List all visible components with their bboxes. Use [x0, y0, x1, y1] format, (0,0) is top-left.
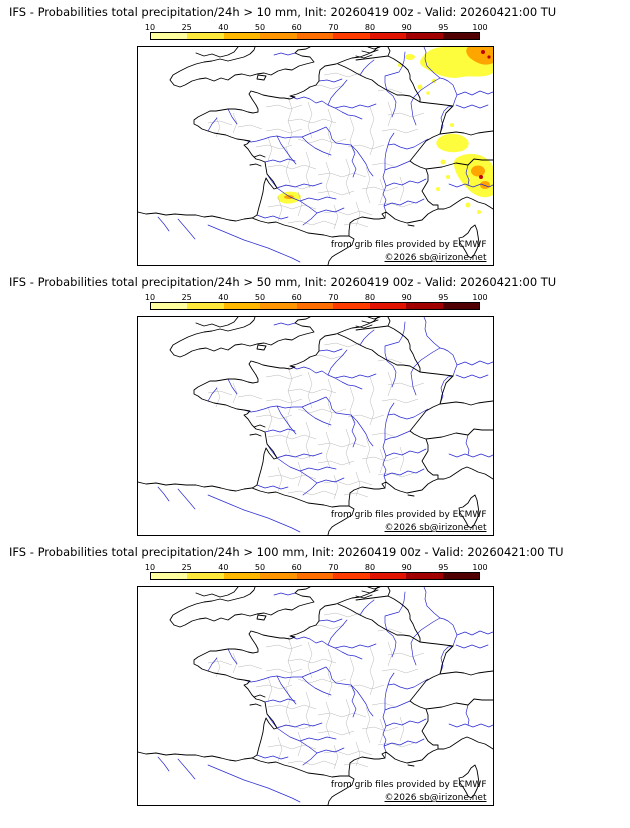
scale-bar-segment	[333, 303, 370, 309]
scale-bar-segment	[187, 33, 224, 39]
scale-tick-label: 80	[364, 563, 376, 572]
scale-tick-label: 95	[438, 563, 449, 572]
scale-bar-segment	[369, 303, 407, 309]
scale-bar-segment	[223, 33, 261, 39]
scale-bar-segment	[369, 33, 407, 39]
scale-bar	[150, 32, 480, 40]
panel-precip-gt-50mm: IFS - Probabilities total precipitation/…	[0, 275, 630, 536]
map-credit-source: from grib files provided by ECMWF	[330, 780, 487, 790]
scale-tick-label: 10	[144, 563, 156, 572]
map-svg	[137, 47, 493, 265]
map-credit-copyright: ©2026 sb@irizone.net	[384, 523, 487, 533]
scale-tick-label: 50	[254, 23, 266, 32]
map-france: from grib files provided by ECMWF ©2026 …	[136, 316, 494, 536]
scale-bar-segment	[260, 573, 297, 579]
scale-ticks: 10 25 40 50 60 70 80 90 95 100	[145, 291, 488, 302]
scale-bar-segment	[369, 573, 407, 579]
scale-bar-segment	[151, 573, 188, 579]
scale-bar-segment	[223, 303, 261, 309]
panel-precip-gt-100mm: IFS - Probabilities total precipitation/…	[0, 545, 630, 806]
scale-tick-label: 70	[328, 293, 339, 302]
scale-tick-label: 40	[218, 23, 229, 32]
scale-tick-label: 50	[254, 563, 266, 572]
scale-bar-segment	[151, 303, 188, 309]
scale-bar-segment	[442, 33, 479, 39]
scale-tick-label: 100	[472, 23, 488, 32]
scale-bar-segment	[333, 573, 370, 579]
scale-bar	[150, 572, 480, 580]
panel-title: IFS - Probabilities total precipitation/…	[9, 275, 557, 289]
scale-bar-segment	[223, 573, 261, 579]
scale-bar-segment	[296, 303, 334, 309]
scale-tick-label: 10	[144, 23, 156, 32]
scale-tick-label: 40	[218, 563, 229, 572]
scale-tick-label: 25	[181, 293, 192, 302]
map-credit-source: from grib files provided by ECMWF	[330, 510, 487, 520]
scale-tick-label: 90	[401, 563, 412, 572]
scale-bar-segment	[333, 33, 370, 39]
scale-bar-segment	[406, 303, 443, 309]
scale-tick-label: 60	[291, 293, 302, 302]
map-svg	[137, 587, 493, 805]
panel-precip-gt-10mm: IFS - Probabilities total precipitation/…	[0, 5, 630, 266]
scale-tick-label: 100	[472, 563, 488, 572]
probability-scale: 10 25 40 50 60 70 80 90 95 100	[145, 291, 488, 310]
scale-tick-label: 25	[181, 563, 192, 572]
probability-scale: 10 25 40 50 60 70 80 90 95 100	[145, 21, 488, 40]
scale-tick-label: 50	[254, 293, 266, 302]
scale-tick-label: 10	[144, 293, 156, 302]
scale-ticks: 10 25 40 50 60 70 80 90 95 100	[145, 561, 488, 572]
scale-bar-segment	[260, 303, 297, 309]
scale-tick-label: 90	[401, 293, 412, 302]
scale-bar-segment	[442, 303, 479, 309]
scale-bar-segment	[187, 573, 224, 579]
scale-ticks: 10 25 40 50 60 70 80 90 95 100	[145, 21, 488, 32]
scale-bar	[150, 302, 480, 310]
scale-bar-segment	[187, 303, 224, 309]
scale-tick-label: 60	[291, 23, 302, 32]
scale-bar-segment	[151, 33, 188, 39]
map-svg	[137, 317, 493, 535]
map-france: from grib files provided by ECMWF ©2026 …	[136, 46, 494, 266]
scale-bar-segment	[442, 573, 479, 579]
scale-tick-label: 100	[472, 293, 488, 302]
panel-title: IFS - Probabilities total precipitation/…	[9, 5, 557, 19]
scale-tick-label: 95	[438, 23, 449, 32]
scale-bar-segment	[296, 33, 334, 39]
scale-tick-label: 40	[218, 293, 229, 302]
panel-title: IFS - Probabilities total precipitation/…	[9, 545, 564, 559]
basemap-use	[137, 317, 493, 535]
scale-tick-label: 70	[328, 563, 339, 572]
map-credit-copyright: ©2026 sb@irizone.net	[384, 793, 487, 803]
scale-tick-label: 60	[291, 563, 302, 572]
scale-bar-segment	[260, 33, 297, 39]
precip-overlay-group	[276, 47, 493, 214]
scale-tick-label: 80	[364, 293, 376, 302]
probability-scale: 10 25 40 50 60 70 80 90 95 100	[145, 561, 488, 580]
map-france: from grib files provided by ECMWF ©2026 …	[136, 586, 494, 806]
basemap-use	[137, 47, 493, 265]
scale-tick-label: 70	[328, 23, 339, 32]
page: IFS - Probabilities total precipitation/…	[0, 5, 630, 806]
scale-tick-label: 95	[438, 293, 449, 302]
basemap-use	[137, 587, 493, 805]
scale-bar-segment	[406, 33, 443, 39]
scale-bar-segment	[296, 573, 334, 579]
map-credit-source: from grib files provided by ECMWF	[330, 240, 487, 250]
scale-tick-label: 25	[181, 23, 192, 32]
map-credit-copyright: ©2026 sb@irizone.net	[384, 253, 487, 263]
scale-bar-segment	[406, 573, 443, 579]
scale-tick-label: 80	[364, 23, 376, 32]
scale-tick-label: 90	[401, 23, 412, 32]
